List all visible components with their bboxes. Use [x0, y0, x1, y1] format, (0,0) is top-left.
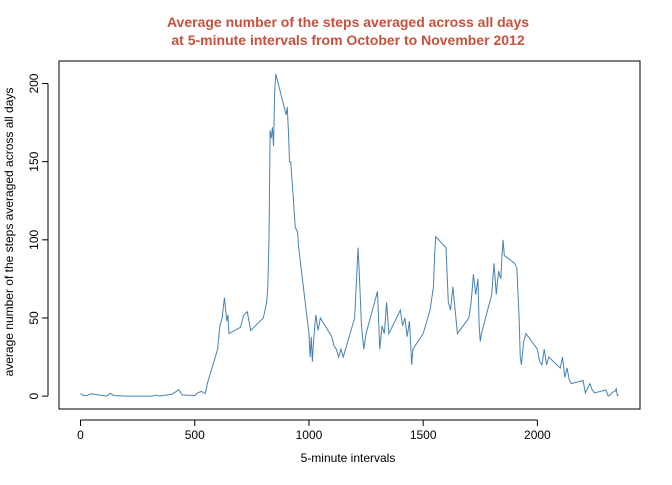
y-tick-label: 50: [27, 311, 41, 325]
x-tick-label: 1000: [296, 428, 323, 442]
plot-box: [58, 60, 641, 410]
y-tick-label: 100: [27, 229, 41, 249]
chart-title: at 5-minute intervals from October to No…: [171, 32, 524, 48]
x-tick-label: 2000: [524, 428, 551, 442]
data-line: [80, 74, 619, 397]
y-axis-label: average number of the steps averaged acr…: [2, 88, 16, 377]
x-axis-label: 5-minute intervals: [301, 451, 396, 465]
y-tick-label: 150: [27, 151, 41, 171]
x-tick-label: 0: [77, 428, 84, 442]
x-tick-label: 1500: [410, 428, 437, 442]
x-tick-label: 500: [185, 428, 205, 442]
y-tick-label: 200: [27, 73, 41, 93]
y-tick-label: 0: [27, 392, 41, 399]
chart-title: Average number of the steps averaged acr…: [167, 14, 529, 30]
